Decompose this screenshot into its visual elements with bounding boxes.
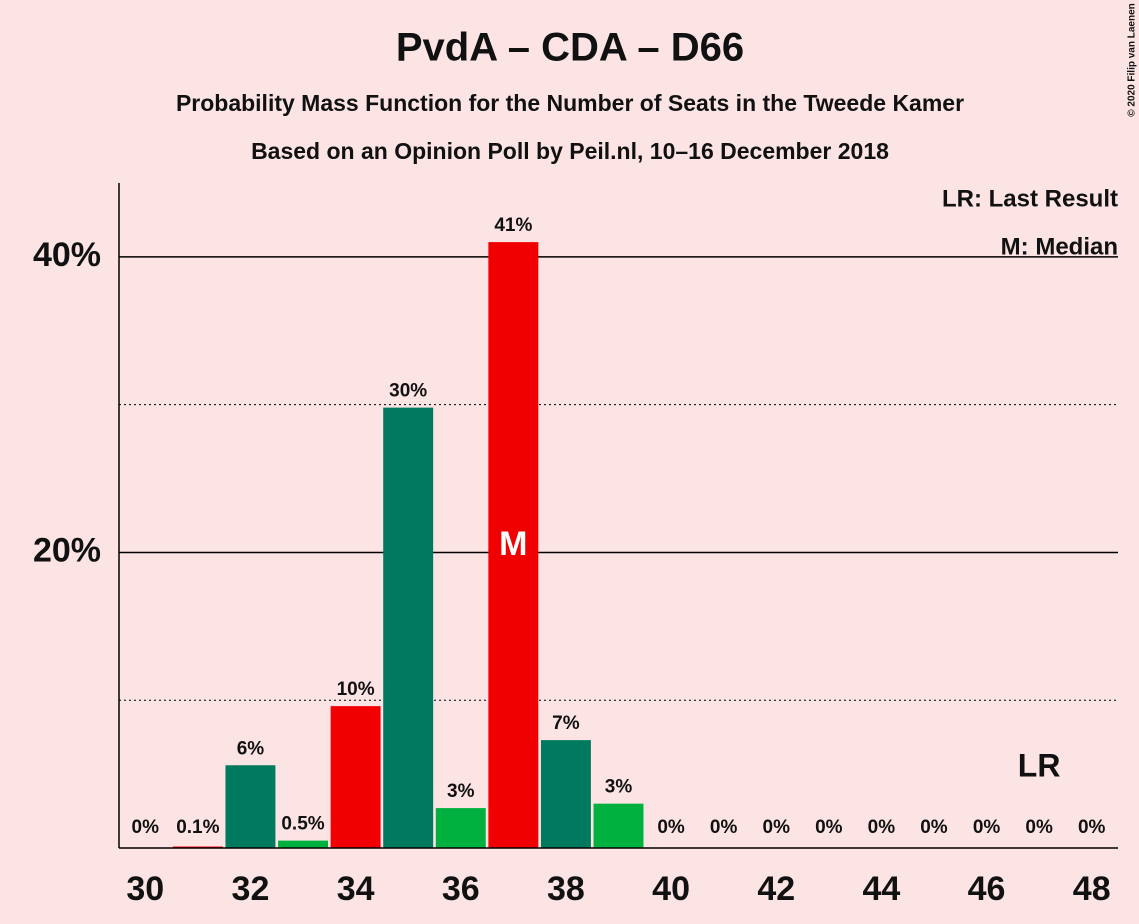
median-marker: M xyxy=(499,525,527,563)
bar xyxy=(278,840,329,848)
value-label: 0.1% xyxy=(176,817,219,838)
value-label: 0% xyxy=(920,817,948,838)
x-tick-label: 38 xyxy=(547,870,585,908)
x-tick-label: 40 xyxy=(652,870,690,908)
value-label: 0.5% xyxy=(281,814,324,835)
x-tick-label: 32 xyxy=(232,870,270,908)
value-label: 0% xyxy=(815,817,843,838)
value-label: 0% xyxy=(657,817,685,838)
copyright: © 2020 Filip van Laenen xyxy=(1127,3,1138,117)
x-tick-label: 30 xyxy=(126,870,164,908)
x-tick-label: 34 xyxy=(337,870,375,908)
chart-title: PvdA – CDA – D66 xyxy=(396,26,744,70)
value-label: 0% xyxy=(763,817,791,838)
bar xyxy=(330,706,381,848)
value-label: 7% xyxy=(552,713,580,734)
value-label: 3% xyxy=(447,781,475,802)
chart-subtitle: Probability Mass Function for the Number… xyxy=(176,90,964,116)
x-tick-label: 44 xyxy=(862,870,900,908)
x-tick-label: 36 xyxy=(442,870,480,908)
bar xyxy=(488,242,539,849)
bar xyxy=(383,407,434,848)
chart-subtitle: Based on an Opinion Poll by Peil.nl, 10–… xyxy=(251,138,889,164)
value-label: 0% xyxy=(868,817,896,838)
legend-entry: LR: Last Result xyxy=(942,185,1118,212)
bar xyxy=(593,803,644,848)
value-label: 0% xyxy=(1025,817,1053,838)
value-label: 0% xyxy=(710,817,738,838)
value-label: 6% xyxy=(237,738,265,759)
bar xyxy=(435,808,486,848)
value-label: 10% xyxy=(337,679,375,700)
value-label: 0% xyxy=(973,817,1001,838)
value-label: 41% xyxy=(494,215,532,236)
legend-entry: M: Median xyxy=(1001,233,1118,260)
x-tick-label: 46 xyxy=(968,870,1006,908)
bar xyxy=(225,765,276,848)
y-tick-label: 40% xyxy=(33,236,101,274)
value-label: 0% xyxy=(1078,817,1106,838)
x-tick-label: 42 xyxy=(757,870,795,908)
bar xyxy=(540,740,591,848)
value-label: 0% xyxy=(132,817,160,838)
y-tick-label: 20% xyxy=(33,531,101,569)
value-label: 30% xyxy=(389,381,427,402)
x-tick-label: 48 xyxy=(1073,870,1111,908)
value-label: 3% xyxy=(605,777,633,798)
last-result-marker: LR xyxy=(1018,747,1061,783)
